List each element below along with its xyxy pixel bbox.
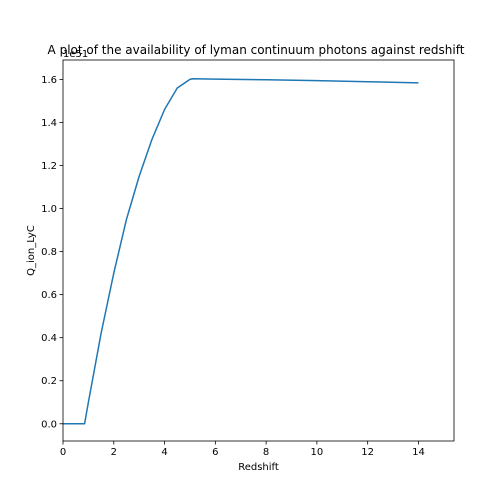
plot-frame: [62, 59, 455, 442]
y-tick-label: 0.0: [41, 419, 57, 430]
chart-title: A plot of the availability of lyman cont…: [48, 43, 465, 57]
y-tick-label: 1.4: [41, 118, 57, 129]
y-tick-label: 0.2: [41, 376, 57, 387]
x-tick-label: 12: [361, 447, 374, 458]
y-axis-label: Q_ion_LyC: [26, 225, 37, 276]
y-axis: 0.0 0.2 0.4 0.6 0.8 1.0 1.2 1.4 1.6: [41, 75, 63, 430]
y-tick-label: 1.2: [41, 161, 57, 172]
y-tick-label: 0.8: [41, 247, 57, 258]
y-tick-label: 0.6: [41, 290, 57, 301]
x-tick-label: 4: [161, 447, 167, 458]
series-line-0: [63, 77, 419, 425]
x-tick-label: 10: [311, 447, 324, 458]
x-tick-label: 14: [412, 447, 425, 458]
plot-area: [63, 77, 419, 425]
x-tick-label: 8: [263, 447, 269, 458]
y-offset-label: 1e51: [63, 49, 88, 60]
y-tick-label: 0.4: [41, 333, 57, 344]
x-tick-label: 2: [111, 447, 117, 458]
x-tick-label: 0: [60, 447, 66, 458]
y-tick-label: 1.0: [41, 204, 57, 215]
x-tick-label: 6: [212, 447, 218, 458]
x-axis: 0 2 4 6 8 10 12 14: [60, 441, 425, 458]
y-tick-label: 1.6: [41, 75, 57, 86]
x-axis-label: Redshift: [238, 462, 279, 473]
